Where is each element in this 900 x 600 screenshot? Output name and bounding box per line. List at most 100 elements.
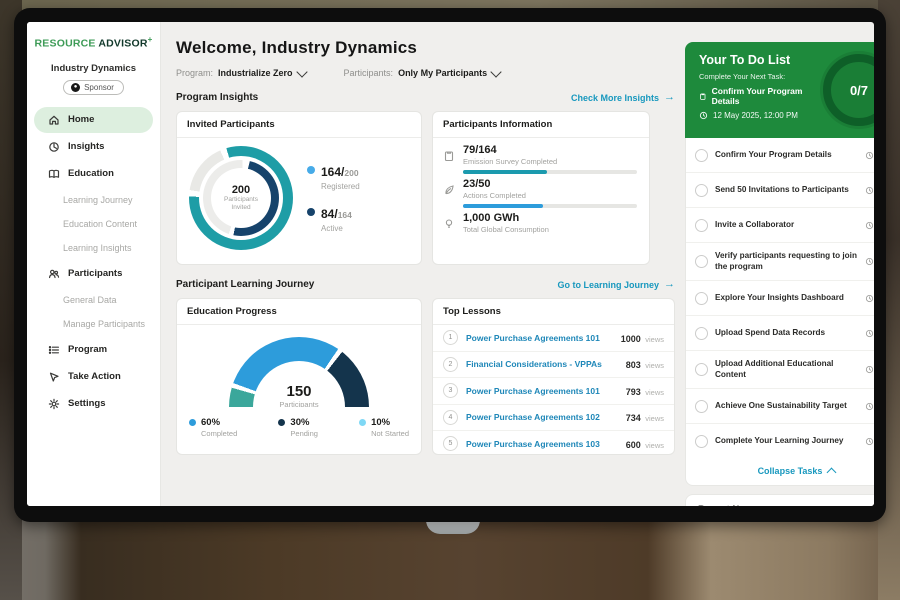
insights-cards: Invited Participants 200 Participants In…: [176, 111, 675, 265]
clock-mini-icon: [865, 294, 874, 302]
home-icon: [49, 115, 59, 125]
info-row-survey: 79/164 Emission Survey Completed: [443, 144, 637, 174]
task-checkbox[interactable]: [695, 218, 708, 232]
info-row-consumption: 1,000 GWh Total Global Consumption: [443, 212, 637, 234]
lesson-link[interactable]: Power Purchase Agreements 101: [466, 332, 600, 343]
program-dropdown[interactable]: Program: Industrialize Zero: [176, 65, 308, 78]
task-label: Upload Spend Data Records: [715, 327, 826, 337]
sponsor-badge[interactable]: ● Sponsor: [63, 79, 124, 95]
dashboard-screen: RESOURCE ADVISOR+ Industry Dynamics ● Sp…: [27, 22, 874, 506]
section-title: Program Insights: [176, 92, 259, 103]
lesson-row: 1 Power Purchase Agreements 101 1000 vie…: [433, 325, 674, 352]
collapse-tasks-link[interactable]: Collapse Tasks: [686, 458, 874, 485]
lesson-row: 5 Power Purchase Agreements 103 600 view…: [433, 431, 674, 454]
lesson-link[interactable]: Power Purchase Agreements 103: [466, 438, 600, 449]
sidebar-item-education-content[interactable]: Education Content: [27, 212, 160, 236]
learning-journey-header: Participant Learning Journey Go to Learn…: [176, 278, 675, 291]
todo-task-list: Confirm Your Program Details › Send 50 I…: [685, 138, 874, 486]
legend-label: Registered: [321, 182, 360, 191]
task-checkbox[interactable]: [695, 434, 708, 448]
lesson-link[interactable]: Power Purchase Agreements 101: [466, 385, 600, 396]
clock-mini-icon: [865, 402, 874, 410]
sidebar-item-label: Learning Insights: [63, 242, 132, 253]
legend-label: Active: [321, 224, 343, 233]
todo-progress-value: 0/7: [849, 82, 869, 98]
donut-center-label1: Participants: [224, 196, 258, 203]
page-title: Welcome, Industry Dynamics: [176, 38, 418, 57]
sidebar-item-label: Learning Journey: [63, 194, 133, 205]
participants-icon: [49, 269, 60, 278]
todo-next-task-label: Confirm Your Program Details: [711, 86, 803, 106]
task-checkbox[interactable]: [695, 183, 708, 197]
task-checkbox[interactable]: [695, 291, 708, 305]
check-more-insights-link[interactable]: Check More Insights →: [571, 92, 675, 103]
link-label: Go to Learning Journey: [557, 279, 659, 290]
legend-value: 30%: [290, 417, 310, 428]
task-label: Send 50 Invitations to Participants: [715, 184, 849, 194]
task-checkbox[interactable]: [695, 326, 708, 340]
views-suffix: views: [645, 334, 664, 344]
sidebar-item-learning-journey[interactable]: Learning Journey: [27, 188, 160, 212]
todo-due-label: 12 May 2025, 12:00 PM: [713, 111, 798, 120]
sponsor-icon: ●: [71, 82, 81, 92]
donut-center-label2: Invited: [231, 204, 251, 211]
program-insights-header: Program Insights Check More Insights →: [176, 92, 675, 104]
settings-icon: [48, 398, 60, 409]
participants-dropdown[interactable]: Participants: Only My Participants: [344, 65, 502, 78]
legend-label: Pending: [290, 429, 318, 438]
task-checkbox[interactable]: [695, 363, 708, 376]
legend-value: 10%: [371, 417, 391, 428]
sidebar-item-insights[interactable]: Insights: [34, 134, 153, 160]
survey-progress-bar: [463, 170, 637, 174]
task-row: Achieve One Sustainability Target ›: [686, 389, 874, 424]
sidebar-item-home[interactable]: Home: [34, 106, 153, 133]
legend-label: Not Started: [371, 429, 409, 438]
legend-active: 84/164 Active: [307, 205, 360, 233]
sidebar-item-learning-insights[interactable]: Learning Insights: [27, 236, 160, 260]
sidebar-item-label: Manage Participants: [63, 318, 146, 329]
recent-news-title: Recent News: [698, 504, 874, 506]
invited-participants-card: Invited Participants 200 Participants In…: [176, 111, 422, 265]
card-title: Invited Participants: [177, 112, 421, 138]
go-to-learning-journey-link[interactable]: Go to Learning Journey →: [557, 278, 675, 290]
legend-pending: 30% Pending: [278, 417, 318, 438]
sidebar-item-settings[interactable]: Settings: [34, 391, 153, 417]
filters-row: Program: Industrialize Zero Participants…: [176, 65, 675, 78]
sidebar-item-manage-participants[interactable]: Manage Participants: [27, 312, 160, 336]
sidebar-item-education[interactable]: Education: [34, 161, 153, 187]
chevron-down-icon: [490, 65, 502, 78]
info-value: 1,000 GWh: [463, 212, 520, 224]
sidebar-item-general-data[interactable]: General Data: [27, 288, 160, 312]
task-label: Verify participants requesting to join t…: [715, 251, 857, 271]
donut-center-value: 200: [231, 184, 251, 196]
sidebar: RESOURCE ADVISOR+ Industry Dynamics ● Sp…: [27, 22, 161, 506]
task-checkbox[interactable]: [695, 255, 708, 268]
sidebar-item-label: Home: [68, 114, 95, 125]
sponsor-label: Sponsor: [84, 82, 114, 92]
legend-total: 200: [344, 168, 359, 178]
todo-header: Your To Do List Complete Your Next Task:…: [685, 42, 874, 138]
task-checkbox[interactable]: [695, 148, 708, 162]
sidebar-item-take-action[interactable]: Take Action: [34, 364, 153, 390]
task-checkbox[interactable]: [695, 399, 708, 413]
views-count: 734: [625, 413, 641, 424]
sidebar-item-program[interactable]: Program: [34, 337, 153, 363]
brand-plus: +: [147, 35, 153, 44]
brand-part2: ADVISOR: [98, 37, 148, 50]
todo-progress-ring: 0/7: [820, 51, 874, 129]
registered-dot-icon: [307, 166, 315, 174]
lesson-link[interactable]: Financial Considerations - VPPAs: [466, 359, 602, 370]
sidebar-item-label: Education Content: [63, 218, 138, 229]
lesson-link[interactable]: Power Purchase Agreements 102: [466, 412, 600, 423]
insights-icon: [49, 141, 59, 152]
clock-mini-icon: [865, 186, 874, 194]
sidebar-item-label: Participants: [68, 268, 123, 279]
arrow-right-icon: →: [664, 278, 675, 290]
legend-value: 60%: [201, 417, 221, 428]
card-title: Education Progress: [177, 299, 421, 325]
not-started-dot-icon: [359, 419, 367, 426]
lesson-row: 4 Power Purchase Agreements 102 734 view…: [433, 405, 674, 431]
sidebar-item-participants[interactable]: Participants: [34, 261, 153, 287]
clock-mini-icon: [865, 257, 874, 266]
clock-icon: [699, 111, 708, 120]
